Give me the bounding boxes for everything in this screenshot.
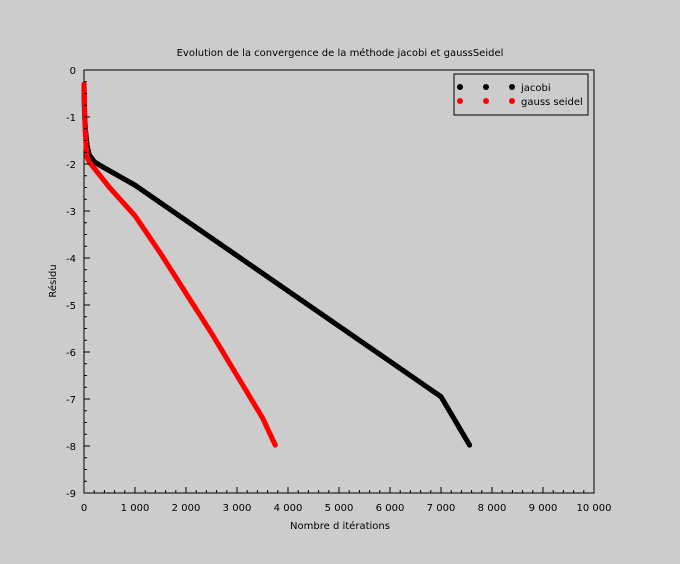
legend-box xyxy=(453,73,589,116)
x-tick-label: 2 000 xyxy=(172,503,201,514)
x-tick-label: 9 000 xyxy=(529,503,558,514)
x-tick-label: 3 000 xyxy=(223,503,252,514)
legend-marker xyxy=(509,84,515,90)
legend-marker xyxy=(457,98,463,104)
x-tick-label: 6 000 xyxy=(376,503,405,514)
y-tick-label: -1 xyxy=(66,113,76,124)
x-tick-label: 5 000 xyxy=(325,503,354,514)
legend-marker xyxy=(457,84,463,90)
y-tick-label: -5 xyxy=(66,301,76,312)
y-tick-label: -9 xyxy=(66,489,76,500)
x-axis-label: Nombre d itérations xyxy=(290,520,390,532)
y-tick-label: -2 xyxy=(66,160,76,171)
x-tick-label: 4 000 xyxy=(274,503,303,514)
x-tick-label: 7 000 xyxy=(427,503,456,514)
legend-marker xyxy=(509,98,515,104)
series-layer xyxy=(81,81,473,448)
y-tick-label: -6 xyxy=(66,348,76,359)
y-tick-label: 0 xyxy=(70,66,76,77)
axes-layer: 0 1 000 2 000 3 000 4 000 5 000 6 000 7 000 8 00… xyxy=(66,66,611,514)
legend-label: gauss seidel xyxy=(521,97,583,108)
plot-area xyxy=(83,69,595,494)
chart-title: Evolution de la convergence de la méthod… xyxy=(177,47,504,59)
legend-label: jacobi xyxy=(520,83,551,94)
series-gauss-seidel xyxy=(81,81,278,448)
y-tick-label: -8 xyxy=(66,442,76,453)
y-tick-label: -3 xyxy=(66,207,76,218)
legend: jacobi gauss seidel xyxy=(453,73,589,116)
y-tick-label: -4 xyxy=(66,254,76,265)
data-point xyxy=(272,442,278,448)
y-axis-label: Résidu xyxy=(47,264,59,297)
x-tick-label: 10 000 xyxy=(577,503,612,514)
y-tick-label: -7 xyxy=(66,395,76,406)
legend-marker xyxy=(483,98,489,104)
data-point xyxy=(466,442,473,448)
x-tick-label: 8 000 xyxy=(478,503,507,514)
x-tick-label: 1 000 xyxy=(121,503,150,514)
legend-marker xyxy=(483,84,489,90)
series-jacobi xyxy=(81,86,473,448)
x-tick-label: 0 xyxy=(81,503,87,514)
